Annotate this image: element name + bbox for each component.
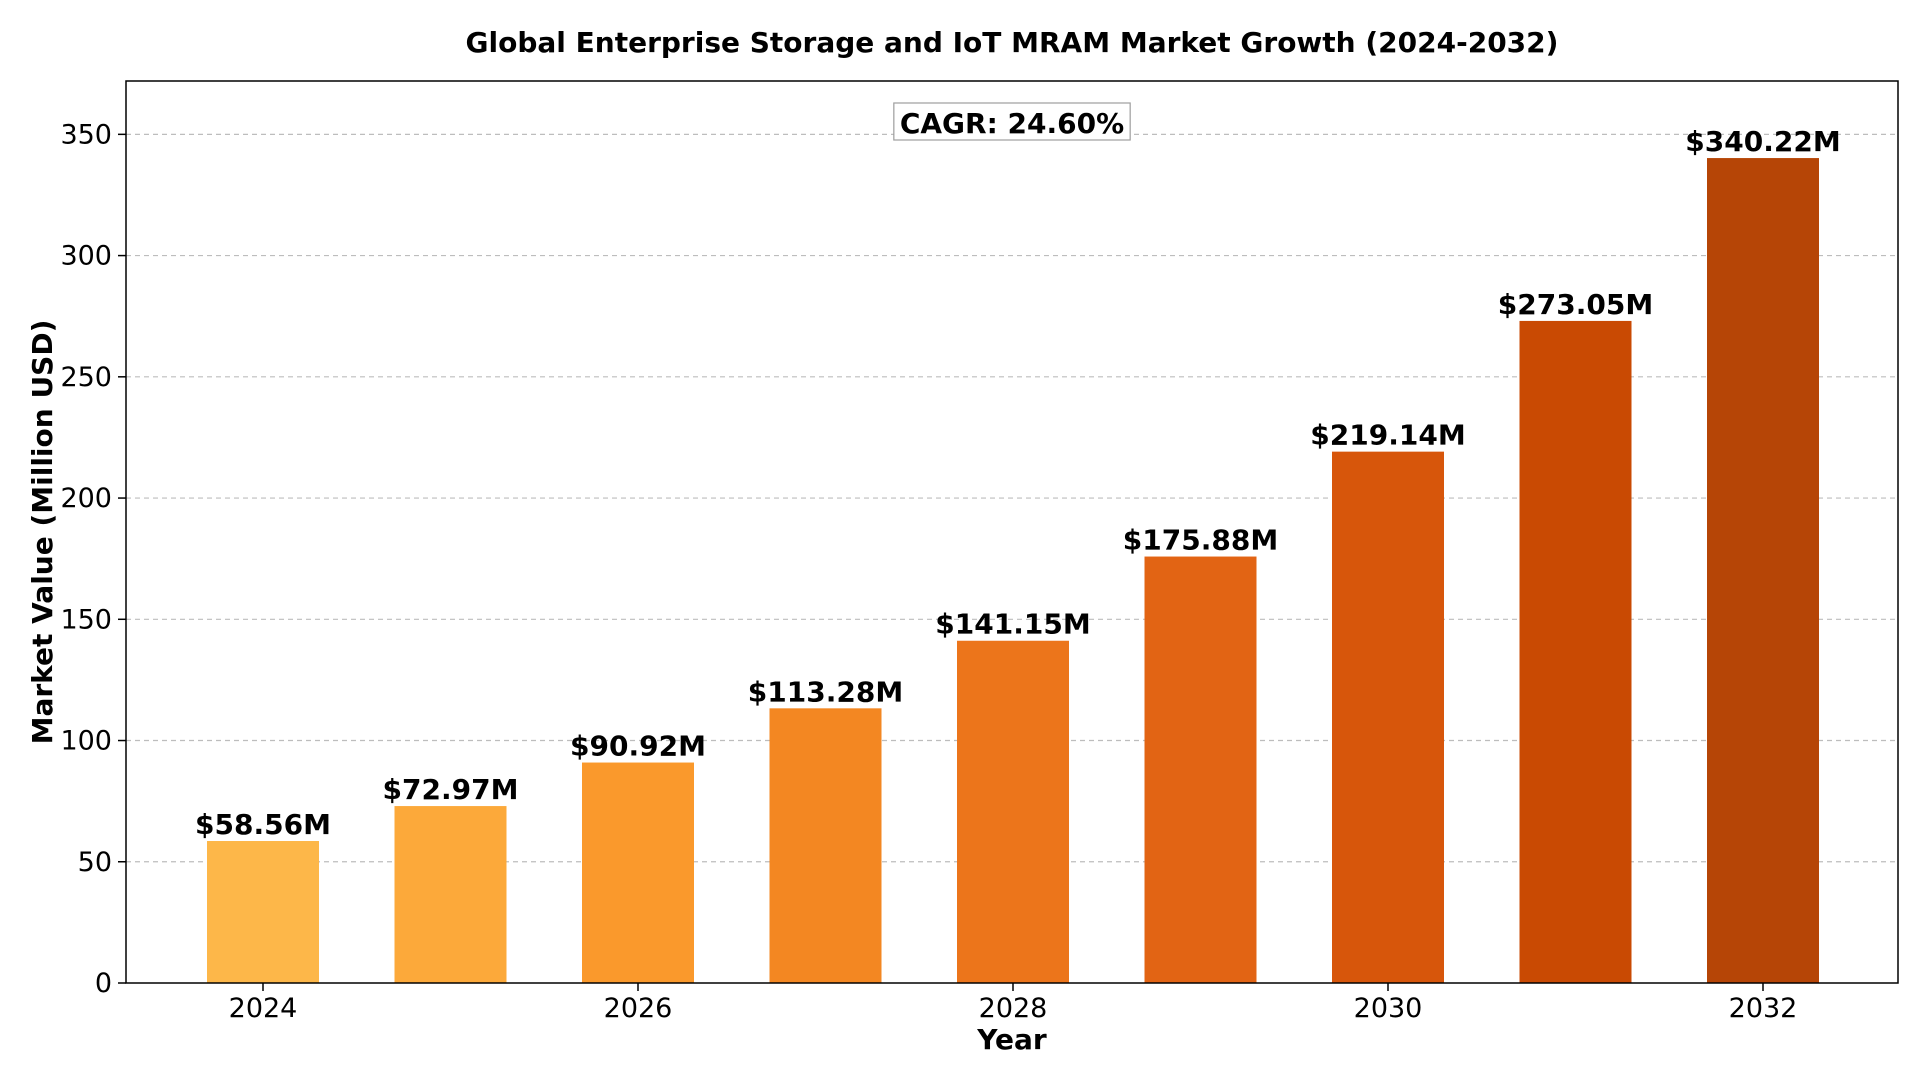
x-tick-label: 2030 bbox=[1354, 993, 1423, 1024]
x-tick-label: 2024 bbox=[229, 993, 298, 1024]
bar-2030 bbox=[1332, 451, 1444, 983]
y-tick-label: 50 bbox=[78, 847, 112, 878]
y-tick-label: 350 bbox=[60, 119, 112, 150]
y-axis-label: Market Value (Million USD) bbox=[26, 320, 59, 745]
y-tick-label: 250 bbox=[60, 362, 112, 393]
bar-2026 bbox=[582, 762, 694, 983]
cagr-annotation-box bbox=[893, 102, 1131, 141]
y-tick-label: 100 bbox=[60, 726, 112, 757]
y-tick-label: 300 bbox=[60, 241, 112, 272]
data-labels: $58.56M $72.97M $90.92M $113.28M $141.15M $17… bbox=[195, 125, 1841, 841]
bar-value-label: $141.15M bbox=[935, 608, 1090, 641]
bar-value-label: $273.05M bbox=[1498, 288, 1653, 321]
y-tick-label: 200 bbox=[60, 483, 112, 514]
bar-2031 bbox=[1519, 320, 1632, 984]
bar-2032 bbox=[1707, 158, 1819, 983]
bar-value-label: $58.56M bbox=[195, 808, 331, 841]
bar-2028 bbox=[957, 640, 1069, 983]
x-tick-label: 2026 bbox=[604, 993, 673, 1024]
plot-frame bbox=[125, 80, 1899, 984]
bar-2025 bbox=[394, 806, 507, 983]
bar-2027 bbox=[769, 708, 882, 983]
bar-value-label: $175.88M bbox=[1123, 524, 1278, 557]
x-tick-label: 2032 bbox=[1729, 993, 1798, 1024]
bar-value-label: $219.14M bbox=[1310, 419, 1465, 452]
y-tick-label: 150 bbox=[60, 604, 112, 635]
chart-title: Global Enterprise Storage and IoT MRAM M… bbox=[466, 26, 1559, 59]
x-tick-label: 2028 bbox=[979, 993, 1048, 1024]
bar-value-label: $340.22M bbox=[1685, 125, 1840, 158]
bar-value-label: $113.28M bbox=[748, 675, 903, 708]
x-axis: 2024 2026 2028 2030 2032 bbox=[229, 983, 1798, 1024]
bar-value-label: $90.92M bbox=[570, 730, 706, 763]
cagr-annotation: CAGR: 24.60% bbox=[893, 102, 1131, 141]
bar-value-label: $72.97M bbox=[383, 773, 519, 806]
y-axis: 0 50 100 150 200 250 300 350 bbox=[60, 119, 126, 999]
bar-2024 bbox=[207, 841, 319, 983]
bar-2029 bbox=[1144, 556, 1257, 983]
bar-series bbox=[207, 158, 1819, 984]
y-tick-label: 0 bbox=[95, 968, 112, 999]
cagr-annotation-text: CAGR: 24.60% bbox=[900, 107, 1124, 140]
x-axis-label: Year bbox=[976, 1023, 1047, 1056]
